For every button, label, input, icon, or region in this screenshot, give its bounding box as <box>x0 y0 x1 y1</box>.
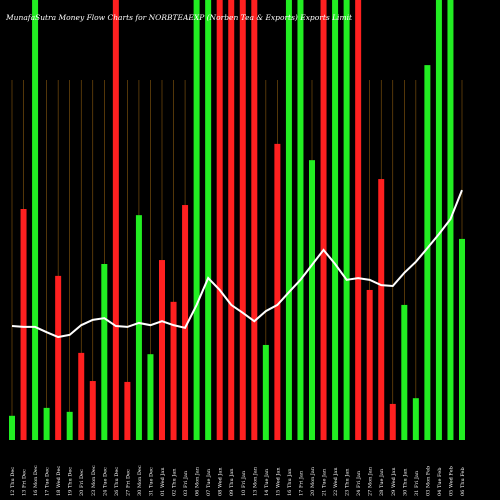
bar <box>135 215 142 440</box>
x-tick-label: 31 Fri Jan <box>414 470 420 496</box>
bar <box>147 354 154 440</box>
x-tick-label: 20 Mon Jan <box>310 466 316 496</box>
x-tick-label: 14 Tue Jan <box>264 468 270 496</box>
x-tick-label: 26 Thu Dec <box>114 467 120 496</box>
x-tick-label: 21 Tue Jan <box>322 468 328 496</box>
x-tick-label: 02 Thu Jan <box>172 468 178 496</box>
x-tick-label: 24 Fri Jan <box>356 470 362 496</box>
x-tick-label: 20 Fri Dec <box>79 469 85 496</box>
x-tick-label: 16 Mon Dec <box>33 465 39 496</box>
bar <box>355 0 362 440</box>
chart-title: MunafaSutra Money Flow Charts for NORBTE… <box>5 13 353 22</box>
x-tick-label: 29 Wed Jan <box>391 467 397 496</box>
x-tick-label: 17 Tue Dec <box>45 467 51 496</box>
x-tick-label: 18 Wed Dec <box>56 466 62 496</box>
x-tick-label: 13 Mon Jan <box>252 466 258 496</box>
bar <box>239 0 246 440</box>
x-tick-label: 22 Wed Jan <box>333 467 339 496</box>
x-tick-label: 17 Fri Jan <box>298 470 304 496</box>
bar <box>55 275 62 440</box>
bar <box>216 0 223 440</box>
bar <box>401 304 408 440</box>
x-tick-label: 09 Thu Jan <box>229 468 235 496</box>
bar <box>170 301 177 440</box>
x-tick-label: 30 Thu Jan <box>402 468 408 496</box>
x-tick-label: 03 Mon Feb <box>425 466 431 496</box>
x-tick-label: 08 Wed Jan <box>218 467 224 496</box>
bar <box>343 0 350 440</box>
bar <box>193 0 200 440</box>
x-tick-label: 10 Fri Jan <box>241 470 247 496</box>
x-tick-label: 15 Wed Jan <box>275 467 281 496</box>
bar <box>9 415 15 440</box>
x-tick-label: 16 Thu Jan <box>287 468 293 496</box>
bar <box>101 264 108 440</box>
bar <box>412 398 419 440</box>
bar <box>262 344 269 440</box>
bar <box>182 205 189 440</box>
bar <box>251 0 258 440</box>
bar <box>297 0 304 440</box>
bar <box>205 0 212 440</box>
bars <box>9 0 465 441</box>
bar <box>43 407 50 440</box>
x-tick-label: 01 Wed Jan <box>160 467 166 496</box>
x-tick-label: 12 Thu Dec <box>10 467 16 496</box>
bar <box>389 403 396 440</box>
bar <box>274 143 281 440</box>
x-tick-label: 23 Thu Jan <box>345 468 351 496</box>
bar <box>20 209 27 440</box>
x-tick-label: 23 Mon Dec <box>91 465 97 496</box>
bar <box>124 381 131 440</box>
x-tick-label: 05 Wed Feb <box>448 466 454 496</box>
bar <box>378 179 385 440</box>
x-tick-label: 06 Mon Jan <box>195 466 201 496</box>
bar <box>459 238 465 440</box>
bar <box>32 0 39 440</box>
x-tick-label: 31 Tue Dec <box>148 467 154 496</box>
bar <box>228 0 235 440</box>
bar <box>89 381 96 440</box>
bar <box>366 289 373 440</box>
x-tick-label: 28 Tue Jan <box>379 468 385 496</box>
x-tick-label: 04 Tue Feb <box>437 468 443 496</box>
bar <box>159 260 165 440</box>
flow-line <box>11 189 463 339</box>
lines <box>11 189 463 339</box>
bar <box>320 0 327 440</box>
bar <box>309 160 315 440</box>
bar <box>66 411 73 440</box>
x-tick-label: 03 Fri Jan <box>183 470 189 496</box>
x-tick-label: 30 Mon Dec <box>137 465 143 496</box>
bar <box>435 0 442 440</box>
x-tick-label: 06 Thu Feb <box>460 467 466 496</box>
bar <box>78 352 85 440</box>
x-labels: 12 Thu Dec 13 Fri Dec 16 Mon Dec 17 Tue Dec… <box>10 465 466 496</box>
x-tick-label: 24 Tue Dec <box>102 467 108 496</box>
bar <box>424 65 431 441</box>
bar <box>332 0 339 440</box>
x-tick-label: 27 Fri Dec <box>125 469 131 496</box>
x-tick-label: 27 Mon Jan <box>368 466 374 496</box>
x-tick-label: 07 Tue Jan <box>206 468 212 496</box>
x-tick-label: 19 Thu Dec <box>68 467 74 496</box>
bar <box>285 0 292 440</box>
bar <box>112 0 119 440</box>
x-tick-label: 13 Fri Dec <box>22 469 28 496</box>
